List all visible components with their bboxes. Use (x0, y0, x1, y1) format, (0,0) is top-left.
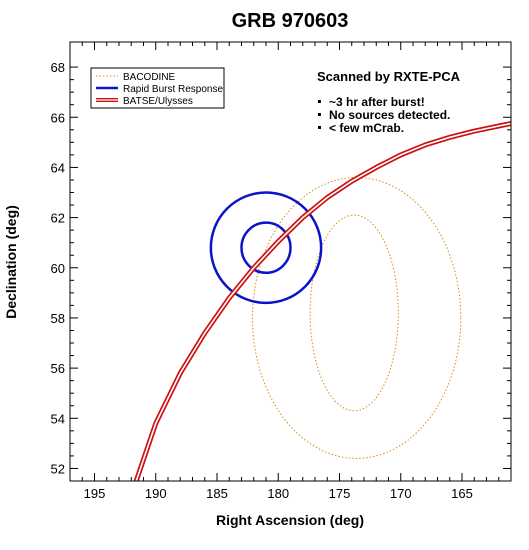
legend-entry-3: BATSE/Ulysses (96, 96, 193, 107)
annotation-bullet-marker (318, 100, 321, 103)
x-tick-label-180: 180 (267, 486, 289, 501)
axis-ticks: 195 190 185 180 175 170 165 52 54 56 58 60 62 64 66 68 (51, 42, 511, 501)
legend-entry-1: BACODINE (96, 72, 176, 83)
annotation-bullet-2: No sources detected. (329, 108, 450, 122)
rbr-ellipse-2 (240, 221, 292, 275)
chart-title: GRB 970603 (232, 10, 349, 32)
y-tick-label-60: 60 (51, 261, 65, 276)
y-axis-label: Declination (deg) (3, 205, 19, 319)
annotation-bullet-3: < few mCrab. (329, 121, 404, 135)
plot-area (133, 121, 511, 481)
x-tick-label-190: 190 (145, 486, 167, 501)
legend-label: Rapid Burst Response (123, 84, 223, 95)
x-tick-label-170: 170 (390, 486, 412, 501)
x-tick-label-195: 195 (84, 486, 106, 501)
series-batse-ulysses (133, 121, 511, 481)
legend-entry-2: Rapid Burst Response (96, 84, 223, 95)
y-tick-label-62: 62 (51, 211, 65, 226)
batse-ulysses-annulus (133, 121, 511, 481)
rbr-ellipse-1 (209, 191, 323, 305)
x-tick-label-165: 165 (451, 486, 473, 501)
y-tick-label-66: 66 (51, 110, 65, 125)
annotation-bullet-1: ~3 hr after burst! (329, 95, 425, 109)
y-tick-label-58: 58 (51, 311, 65, 326)
annotation-bullet-marker (318, 126, 321, 129)
batse-ulysses-annulus-gap (135, 122, 511, 481)
y-tick-label-68: 68 (51, 60, 65, 75)
x-axis-label: Right Ascension (deg) (216, 512, 364, 528)
y-tick-label-64: 64 (51, 160, 65, 175)
bacodine-ellipse-1 (252, 176, 462, 459)
y-tick-label-54: 54 (51, 411, 65, 426)
y-tick-label-56: 56 (51, 361, 65, 376)
rxte-annotation: Scanned by RXTE-PCA ~3 hr after burst!No… (317, 69, 461, 135)
x-tick-label-185: 185 (206, 486, 228, 501)
bacodine-ellipse-2 (309, 214, 399, 412)
y-tick-label-52: 52 (51, 461, 65, 476)
x-tick-label-175: 175 (329, 486, 351, 501)
legend-label: BACODINE (123, 72, 176, 83)
legend-label: BATSE/Ulysses (123, 96, 193, 107)
series-bacodine (252, 176, 462, 459)
series-rapid-burst-response (209, 191, 323, 305)
annotation-heading: Scanned by RXTE-PCA (317, 69, 461, 84)
annotation-bullet-marker (318, 113, 321, 116)
